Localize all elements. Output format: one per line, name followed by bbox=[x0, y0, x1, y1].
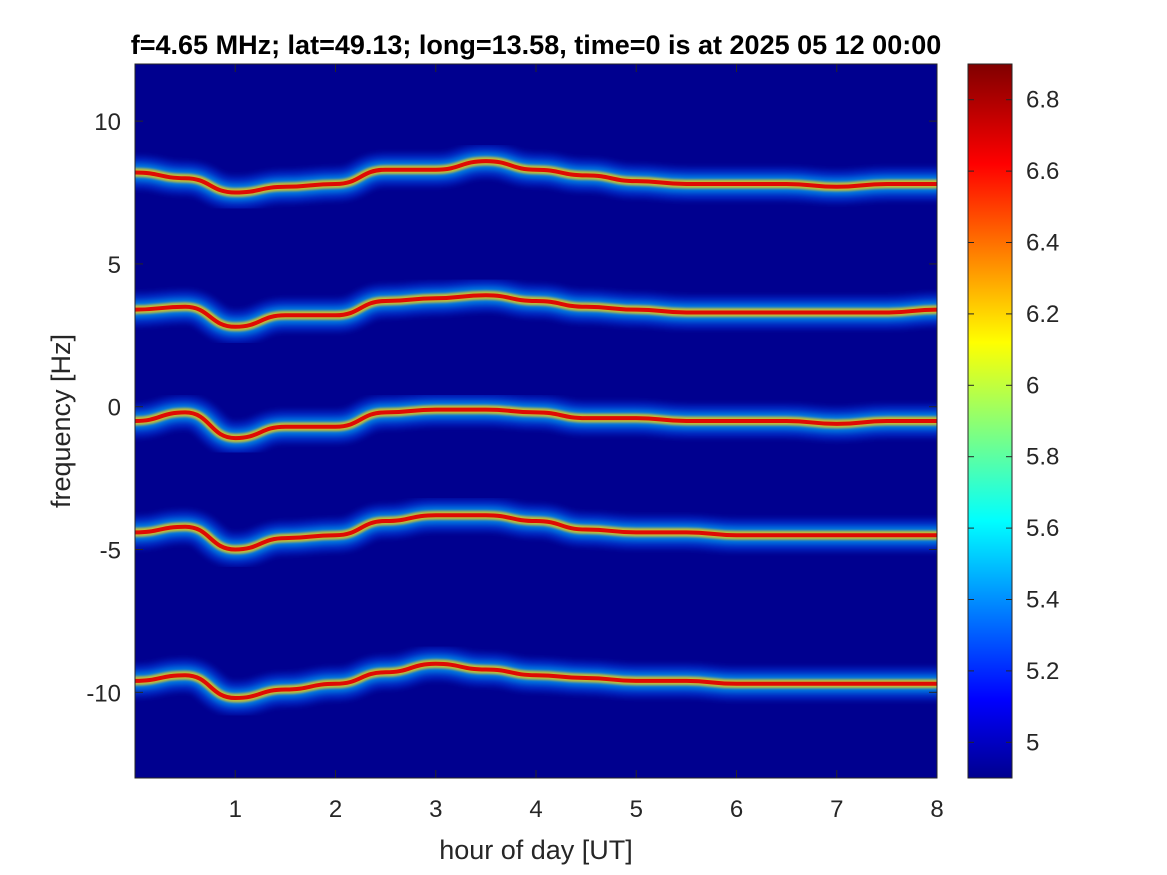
y-tick-label: 5 bbox=[108, 252, 121, 279]
trace-2 bbox=[135, 279, 937, 343]
x-tick-label: 5 bbox=[630, 796, 643, 823]
colorbar-tick-label: 5 bbox=[1026, 729, 1039, 756]
colorbar-tick-label: 6 bbox=[1026, 372, 1039, 399]
trace-2-layer-4 bbox=[135, 293, 937, 329]
doppler-traces bbox=[135, 145, 937, 714]
x-tick-label: 3 bbox=[429, 796, 442, 823]
colorbar-tick-label: 6.2 bbox=[1026, 301, 1059, 328]
y-tick-label: -10 bbox=[86, 680, 121, 707]
y-tick-label: 10 bbox=[94, 109, 121, 136]
colorbar-tick-label: 5.8 bbox=[1026, 444, 1059, 471]
colorbar-ticks: 5 5.2 5.4 5.6 5.8 6 6.2 6.4 6.6 6.8 bbox=[968, 87, 1059, 756]
colorbar-tick-label: 6.8 bbox=[1026, 87, 1059, 114]
trace-1-layer-4 bbox=[135, 159, 937, 195]
y-tick-label: 0 bbox=[108, 395, 121, 422]
trace-3 bbox=[135, 393, 937, 455]
colorbar-tick-label: 6.4 bbox=[1026, 230, 1059, 257]
y-axis-ticks: -10 -5 0 5 10 bbox=[86, 109, 937, 707]
x-tick-label: 8 bbox=[930, 796, 943, 823]
chart-title: f=4.65 MHz; lat=49.13; long=13.58, time=… bbox=[131, 30, 941, 60]
trace-4 bbox=[135, 499, 937, 566]
trace-3-layer-4 bbox=[135, 407, 937, 441]
colorbar bbox=[967, 63, 1013, 779]
trace-4-layer-4 bbox=[135, 513, 937, 552]
x-tick-label: 4 bbox=[529, 796, 542, 823]
x-tick-label: 1 bbox=[229, 796, 242, 823]
colorbar-tick-label: 5.4 bbox=[1026, 587, 1059, 614]
x-tick-label: 6 bbox=[730, 796, 743, 823]
trace-5 bbox=[135, 647, 937, 714]
x-tick-label: 2 bbox=[329, 796, 342, 823]
x-axis-label: hour of day [UT] bbox=[439, 835, 633, 865]
y-axis-label: frequency [Hz] bbox=[46, 334, 76, 508]
trace-5-layer-4 bbox=[135, 661, 937, 700]
colorbar-tick-label: 5.6 bbox=[1026, 515, 1059, 542]
y-tick-label: -5 bbox=[100, 538, 121, 565]
trace-1 bbox=[135, 145, 937, 209]
x-tick-label: 7 bbox=[830, 796, 843, 823]
x-axis-ticks: 1 2 3 4 5 6 7 8 bbox=[229, 64, 944, 823]
colorbar-tick-label: 6.6 bbox=[1026, 158, 1059, 185]
colorbar-tick-label: 5.2 bbox=[1026, 658, 1059, 685]
